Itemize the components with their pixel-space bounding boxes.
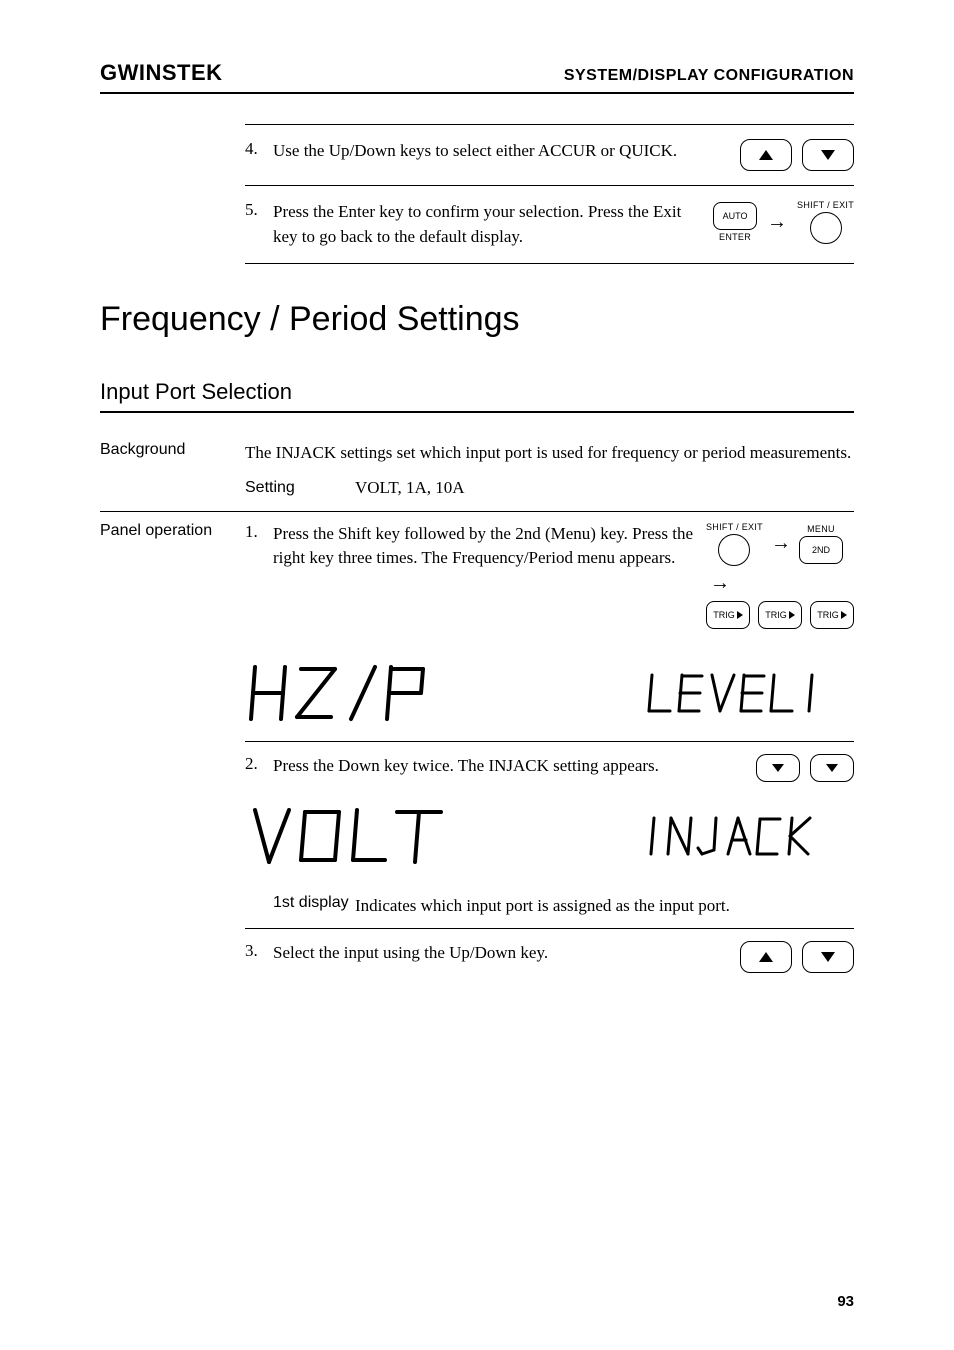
display-def-label: 1st display (245, 894, 355, 919)
panel-step-3: 3. Select the input using the Up/Down ke… (245, 929, 854, 985)
step-text: Press the Down key twice. The INJACK set… (273, 754, 756, 779)
down-key-icon (802, 941, 854, 973)
step-text: Use the Up/Down keys to select either AC… (273, 139, 740, 164)
step-number: 2. (245, 754, 273, 774)
trig-key-icon: TRIG (706, 601, 750, 629)
step-text: Press the Shift key followed by the 2nd … (273, 522, 706, 571)
seg-main-volt (245, 802, 475, 872)
arrow-right-icon: → (710, 572, 730, 595)
step-text: Press the Enter key to confirm your sele… (273, 200, 713, 249)
up-key-icon (740, 941, 792, 973)
setting-label: Setting (245, 476, 355, 501)
background-text: The INJACK settings set which input port… (245, 443, 851, 462)
down-key-icon (756, 754, 800, 782)
brand-logo: GWINSTEK (100, 60, 223, 86)
down-key-icon (802, 139, 854, 171)
auto-enter-key-icon: AUTO ENTER (713, 202, 757, 242)
shift-exit-label: SHIFT / EXIT (706, 522, 763, 532)
step-icons (756, 754, 854, 782)
trig-key-icon: TRIG (810, 601, 854, 629)
auto-key-icon: AUTO (713, 202, 757, 230)
trig-key-icon: TRIG (758, 601, 802, 629)
background-row: Background The INJACK settings set which… (100, 431, 854, 511)
shift-exit-key-icon: SHIFT / EXIT (797, 200, 854, 244)
down-key-icon (810, 754, 854, 782)
enter-label: ENTER (719, 232, 751, 242)
seg-main-hzp (245, 659, 465, 729)
panel-operation-label: Panel operation (100, 522, 245, 540)
menu-2nd-key-icon: MENU 2ND (799, 524, 843, 564)
second-key-icon: 2ND (799, 536, 843, 564)
step-text: Select the input using the Up/Down key. (273, 941, 740, 966)
seg-display-row-2 (245, 794, 854, 884)
step-number: 3. (245, 941, 273, 961)
page-header: GWINSTEK SYSTEM/DISPLAY CONFIGURATION (100, 60, 854, 94)
header-title: SYSTEM/DISPLAY CONFIGURATION (564, 67, 854, 85)
shift-circle-icon (810, 212, 842, 244)
background-label: Background (100, 441, 245, 459)
panel-operation-row: Panel operation 1. Press the Shift key f… (100, 512, 854, 639)
background-content: The INJACK settings set which input port… (245, 441, 854, 500)
shift-circle-icon (718, 534, 750, 566)
arrow-right-icon: → (767, 211, 787, 234)
shift-exit-key-icon: SHIFT / EXIT (706, 522, 763, 566)
step-number: 4. (245, 139, 273, 159)
up-key-icon (740, 139, 792, 171)
panel-step-2: 2. Press the Down key twice. The INJACK … (245, 742, 854, 794)
seg-sec-level1 (644, 671, 854, 717)
step-row-4: 4. Use the Up/Down keys to select either… (245, 124, 854, 185)
subsection-heading: Input Port Selection (100, 379, 854, 413)
step-icons (740, 941, 854, 973)
shift-menu-block: SHIFT / EXIT → MENU 2ND → TRIG TRIG TRIG (706, 522, 854, 629)
step-number: 1. (245, 522, 273, 542)
step-row-5: 5. Press the Enter key to confirm your s… (245, 185, 854, 264)
section-heading: Frequency / Period Settings (100, 300, 854, 339)
setting-value: VOLT, 1A, 10A (355, 476, 465, 501)
display-def-text: Indicates which input port is assigned a… (355, 894, 854, 919)
step-number: 5. (245, 200, 273, 220)
step-icons: AUTO ENTER → SHIFT / EXIT (713, 200, 854, 244)
page-number: 93 (837, 1293, 854, 1310)
seg-sec-injack (644, 814, 854, 860)
display-definition: 1st display Indicates which input port i… (245, 884, 854, 930)
arrow-right-icon: → (771, 532, 791, 555)
seg-display-row-1 (245, 639, 854, 741)
menu-label: MENU (807, 524, 835, 534)
step-icons (740, 139, 854, 171)
shift-exit-label: SHIFT / EXIT (797, 200, 854, 210)
